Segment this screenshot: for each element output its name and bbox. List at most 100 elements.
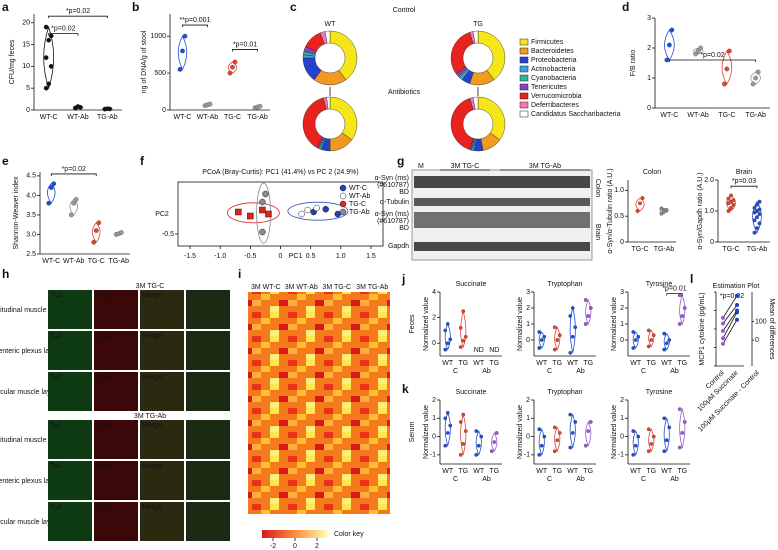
title: TG	[473, 21, 483, 28]
pair-line	[722, 312, 738, 339]
micrograph	[94, 331, 138, 370]
y-axis-label: α-Syn/α-Tubulin ratio (A.U.)	[607, 168, 614, 253]
data-point	[726, 209, 731, 213]
data-point	[476, 443, 481, 448]
data-point	[727, 48, 732, 54]
data-point	[731, 202, 736, 207]
data-point	[651, 434, 656, 439]
data-point	[443, 443, 448, 448]
blot-band	[414, 242, 590, 251]
data-point	[631, 429, 636, 433]
sample-label: Feces	[409, 314, 416, 334]
channel-label: TuJ	[50, 292, 61, 299]
data-point	[633, 338, 638, 342]
y-tick-label: 3	[647, 15, 651, 22]
violin	[444, 411, 451, 448]
data-point	[568, 314, 573, 318]
color-key-bar	[262, 530, 328, 538]
data-point	[640, 196, 645, 201]
channel-label: Merge	[142, 333, 162, 340]
x-tick-label: TG-C	[722, 246, 739, 253]
legend-swatch	[519, 47, 529, 55]
x-tick-label: WT-C	[40, 114, 58, 121]
y-tick-label: 1	[526, 415, 530, 422]
group-label: C	[453, 476, 458, 483]
x-tick-label: WT	[567, 468, 579, 475]
x-tick-label: TG	[552, 360, 562, 367]
data-point	[445, 410, 450, 415]
micrograph	[186, 502, 230, 541]
x-tick-label: WT-Ab	[67, 114, 88, 121]
violin	[475, 430, 482, 456]
data-point	[259, 228, 266, 236]
data-point	[664, 208, 669, 212]
y-tick-label: 3.0	[26, 231, 36, 238]
legend-swatch	[519, 65, 529, 73]
data-point	[693, 51, 698, 57]
data-point	[755, 202, 759, 207]
micrograph	[48, 372, 92, 411]
y-tick-label: 0	[162, 107, 166, 114]
data-point	[680, 314, 685, 318]
panel-label: a	[2, 0, 9, 14]
pair-line	[722, 295, 738, 319]
channel-label: Merge	[142, 463, 162, 470]
data-point	[752, 205, 757, 210]
pair-line	[722, 310, 738, 332]
y-tick-label: 4	[432, 289, 436, 296]
y-tick-label: 2	[526, 397, 530, 404]
y-tick-label: 2.5	[26, 251, 36, 258]
y-tick-label: 2	[432, 314, 436, 321]
x-tick-label: TG-Ab	[97, 114, 118, 121]
annotation: *p=0.02	[51, 25, 75, 32]
block-title: 3M TG-Ab	[134, 413, 166, 420]
x-tick-label: WT	[442, 468, 454, 475]
data-point	[664, 57, 670, 63]
group-note: ND	[474, 347, 484, 354]
data-point	[489, 449, 494, 454]
data-point	[633, 443, 638, 448]
data-point	[552, 325, 557, 330]
significance-bracket	[730, 185, 758, 189]
data-point	[721, 341, 725, 346]
significance-bracket	[666, 293, 683, 296]
data-point	[177, 67, 183, 72]
data-point	[443, 328, 448, 333]
layer-label: Longitudinal muscle layer	[0, 437, 64, 444]
x-tick-label: TG-C	[631, 246, 648, 253]
donut-segment	[450, 98, 474, 150]
micrograph	[140, 290, 184, 329]
data-point	[752, 218, 757, 223]
group-label: Ab	[482, 368, 491, 375]
x-tick-label: TG-C	[718, 112, 735, 119]
data-point	[588, 306, 593, 310]
legend-marker	[339, 208, 347, 216]
data-point	[96, 220, 102, 226]
data-point	[552, 449, 557, 454]
data-point	[677, 322, 682, 326]
x-tick-label: -1.0	[214, 253, 226, 260]
micrograph	[186, 420, 230, 459]
micrograph	[140, 331, 184, 370]
data-point	[735, 302, 739, 307]
violin	[585, 299, 592, 325]
data-point	[588, 420, 593, 424]
data-point	[304, 206, 311, 214]
title: WT	[325, 21, 337, 28]
data-point	[573, 325, 578, 330]
data-point	[313, 204, 320, 212]
panel-label: c	[290, 0, 297, 14]
data-point	[677, 445, 682, 450]
y-axis-label: Normalized value	[611, 405, 618, 459]
blot-label: BD	[399, 225, 409, 232]
x-axis-label: PC1	[289, 253, 303, 260]
micrograph	[48, 420, 92, 459]
chart-title: PCoA (Bray-Curtis): PC1 (41.4%) vs PC 2 …	[202, 169, 358, 176]
data-point	[649, 442, 654, 446]
x-tick-label: TG	[646, 468, 656, 475]
y-tick-label: 0	[432, 433, 436, 440]
micrograph	[94, 372, 138, 411]
data-point	[445, 431, 450, 435]
group-label: Ab	[576, 368, 585, 375]
violin	[632, 430, 639, 456]
